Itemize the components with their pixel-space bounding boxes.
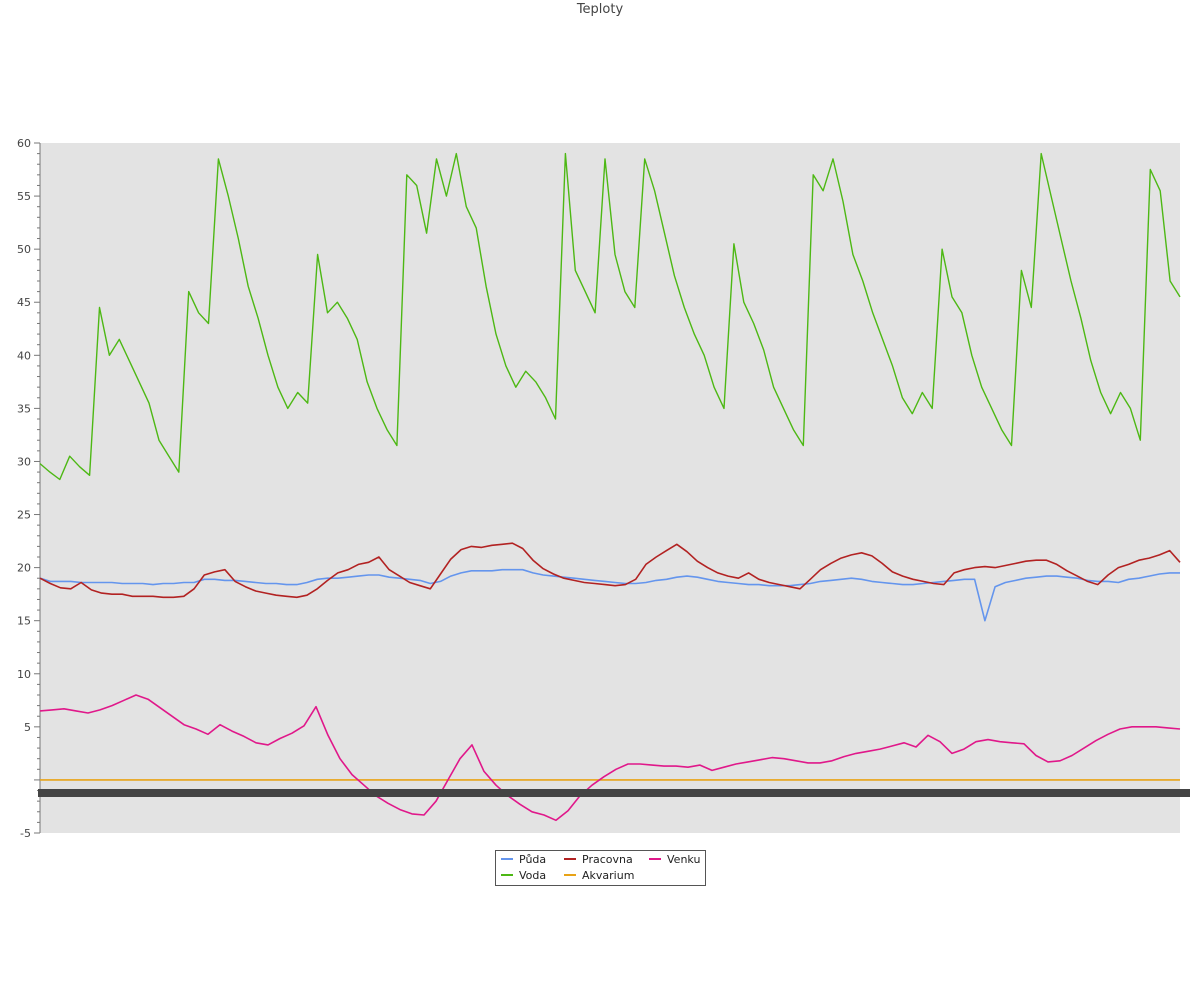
legend-label-venku: Venku [667,853,701,866]
y-tick-label: 30 [17,455,31,468]
series-line-voda [39,152,1181,481]
series-line-venku [39,694,1181,822]
plot-area [40,143,1180,833]
series-line-půda [39,568,1180,622]
chart-legend: Půda Pracovna Venku Voda Akvarium [495,850,706,886]
chart-title: Teploty [576,2,624,17]
legend-item-puda: Půda [501,853,546,867]
y-tick-label: 40 [17,349,31,362]
legend-swatch-voda [501,874,513,876]
x-axis-tick-label-band [38,789,1190,797]
y-tick-label: 5 [24,721,31,734]
legend-item-voda: Voda [501,869,546,883]
y-tick-label: 15 [17,615,31,628]
y-tick-label: 20 [17,562,31,575]
legend-label-puda: Půda [519,853,547,866]
series-line-pracovna [39,542,1181,599]
legend-swatch-puda [501,858,513,860]
y-tick-label: 60 [17,137,31,150]
legend-swatch-akvarium [564,874,576,876]
y-tick-label: 45 [17,296,31,309]
y-tick-label: 35 [17,402,31,415]
legend-item-pracovna: Pracovna [564,853,633,867]
legend-label-akvarium: Akvarium [582,869,635,882]
legend-swatch-pracovna [564,858,576,860]
y-tick-label: 10 [17,668,31,681]
y-axis-ticks: -5 5 10 15 20 25 30 35 40 45 50 55 60 [17,137,40,840]
legend-label-pracovna: Pracovna [582,853,633,866]
legend-item-venku: Venku [649,853,700,867]
legend-item-akvarium: Akvarium [564,869,634,883]
legend-label-voda: Voda [519,869,547,882]
y-tick-label: 50 [17,243,31,256]
legend-swatch-venku [649,858,661,860]
series-layer [39,152,1181,822]
y-tick-label: -5 [20,827,31,840]
y-tick-label: 55 [17,190,31,203]
y-tick-label: 25 [17,509,31,522]
